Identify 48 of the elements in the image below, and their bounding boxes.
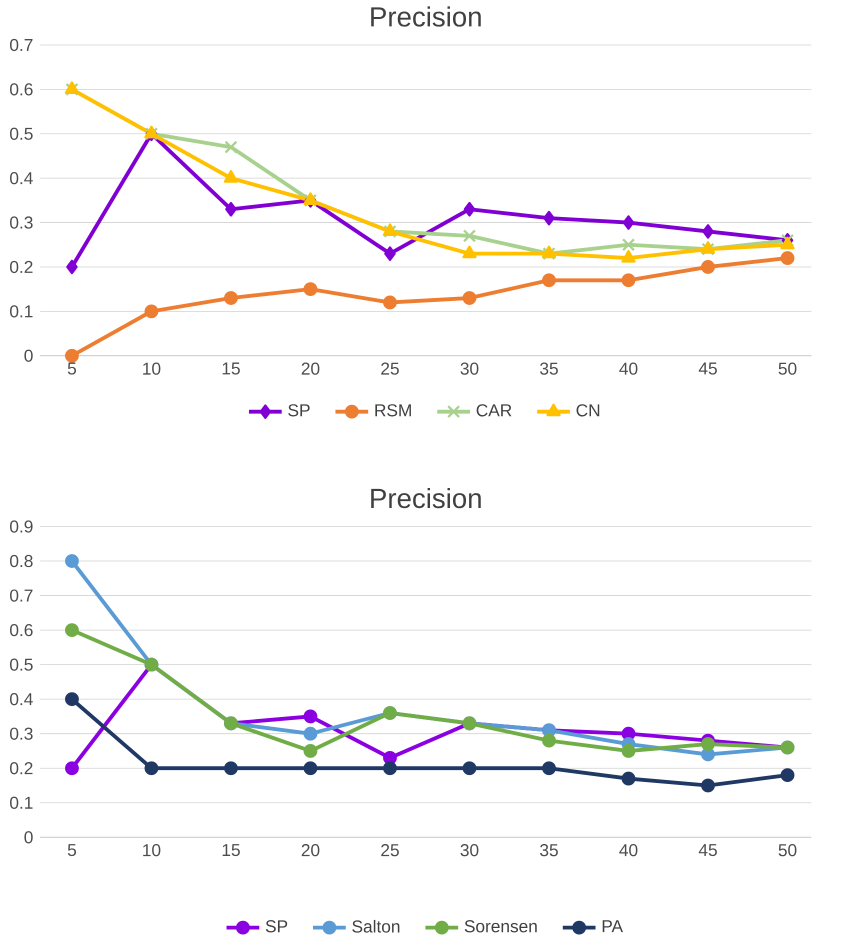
- x-tick-label: 10: [143, 362, 161, 375]
- x-tick-label: 35: [540, 362, 558, 375]
- legend-label: RSM: [376, 404, 412, 416]
- x-tick-label: 25: [381, 362, 400, 375]
- y-tick-label: 0.2: [10, 762, 33, 774]
- x-tick-label: 15: [222, 844, 240, 856]
- y-tick-label: 0.3: [10, 216, 33, 229]
- x-tick-label: 25: [381, 844, 400, 856]
- y-tick-label: 0.7: [10, 589, 33, 602]
- y-tick-label: 0.4: [10, 693, 34, 706]
- y-tick-label: 0.4: [10, 172, 34, 184]
- y-tick-label: 0.8: [10, 554, 33, 568]
- x-tick-label: 30: [460, 844, 479, 856]
- chart-title: Precision: [371, 488, 481, 508]
- x-tick-label: 5: [68, 362, 76, 375]
- legend-label: CN: [576, 404, 600, 416]
- y-tick-label: 0.1: [10, 305, 33, 318]
- legend-label: Salton: [352, 920, 400, 933]
- chart-title: Precision: [371, 6, 481, 27]
- y-tick-label: 0.2: [10, 260, 33, 274]
- x-tick-label: 50: [778, 844, 797, 856]
- y-tick-label: 0: [24, 350, 33, 362]
- x-tick-label: 20: [302, 844, 320, 856]
- x-tick-label: 50: [778, 362, 797, 375]
- x-tick-label: 45: [699, 362, 718, 375]
- x-tick-label: 30: [460, 362, 479, 375]
- legend-label: PA: [602, 920, 624, 932]
- y-tick-label: 0.5: [10, 658, 33, 671]
- x-tick-label: 20: [302, 362, 320, 375]
- y-tick-label: 0.1: [10, 796, 33, 809]
- y-tick-label: 0.9: [10, 520, 33, 533]
- x-tick-label: 45: [699, 844, 718, 856]
- x-tick-label: 35: [540, 844, 558, 856]
- y-tick-label: 0.6: [10, 624, 33, 636]
- legend-label: Sorensen: [464, 920, 537, 932]
- y-tick-label: 0.3: [10, 728, 33, 740]
- legend-label: SP: [288, 404, 310, 416]
- y-tick-label: 0.7: [10, 38, 33, 52]
- y-tick-label: 0.5: [10, 128, 33, 140]
- x-tick-label: 40: [619, 844, 638, 856]
- y-tick-label: 0: [24, 831, 33, 844]
- x-tick-label: 10: [143, 844, 161, 856]
- legend-label: CAR: [476, 404, 512, 416]
- x-tick-label: 15: [222, 362, 240, 375]
- legend-label: SP: [266, 920, 288, 932]
- x-tick-label: 40: [619, 362, 638, 375]
- y-tick-label: 0.6: [10, 83, 33, 96]
- x-tick-label: 5: [68, 844, 76, 856]
